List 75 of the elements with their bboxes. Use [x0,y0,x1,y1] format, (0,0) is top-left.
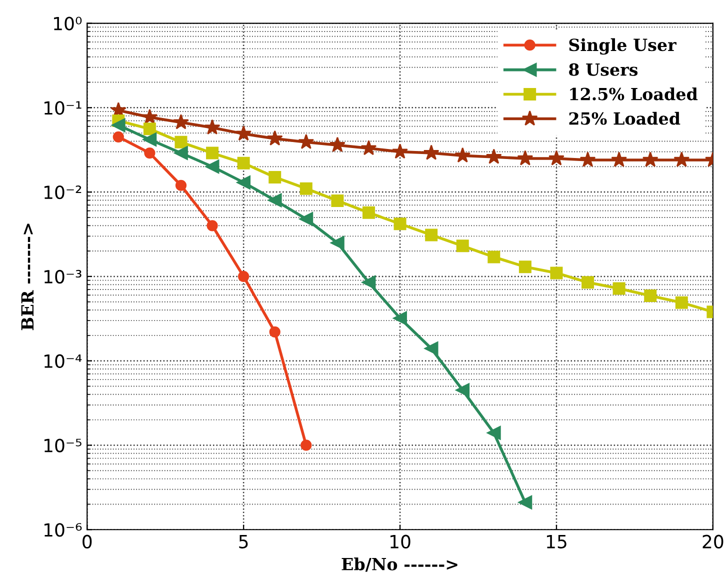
point [392,143,408,159]
point [362,206,375,219]
point [300,182,312,195]
point [268,170,282,184]
point [675,296,688,309]
point [236,176,251,190]
x-tick-label: 15 [546,535,566,548]
point [456,240,469,252]
legend-label: Single User [569,38,677,55]
point [206,220,218,232]
point [298,134,314,150]
legend-label: 8 Users [569,63,638,76]
point [518,260,532,274]
x-tick-label: 0 [82,534,92,548]
point [143,122,156,136]
y-tick-label: 10⁻⁴ [44,354,82,368]
point [486,148,502,164]
point [330,236,344,250]
point [268,193,282,208]
point [582,276,594,289]
point [580,152,596,167]
point [111,118,126,132]
point [394,218,406,230]
y-tick-label: 10⁰ [54,16,82,30]
y-tick-label: 10⁻³ [44,270,82,284]
x-axis-title: Eb/No ------> [342,558,458,572]
point [142,132,157,146]
legend-label: 25% Loaded [569,112,680,125]
point [548,150,564,166]
point [644,290,657,302]
point [237,156,250,170]
x-tick-label: 10 [390,534,410,548]
point [266,130,283,146]
point [236,125,252,141]
x-tick-label: 5 [239,535,248,548]
point [206,146,219,160]
point [611,152,628,167]
point [518,495,532,510]
point [329,136,346,152]
point [112,131,124,142]
point [488,250,500,264]
point [423,144,440,160]
point [299,212,314,226]
point [144,147,156,159]
point [674,152,690,167]
point [360,140,377,156]
point [612,282,626,295]
point [205,160,220,174]
point [174,146,188,160]
point [362,275,376,290]
point [517,150,534,166]
point [174,136,188,148]
point [331,194,344,207]
y-tick-label: 10⁻² [44,186,82,200]
x-tick-label: 20 [702,534,724,548]
point [425,228,438,242]
point [173,114,189,130]
y-tick-label: 10⁻⁵ [44,438,82,452]
y-tick-label: 10⁻¹ [44,101,82,115]
point [238,270,250,282]
point [454,147,471,163]
point [550,266,563,280]
point [269,326,280,338]
point [142,108,158,124]
point [175,180,187,191]
point [642,152,658,167]
point [393,311,407,326]
point [300,440,312,451]
legend-label: 12.5% Loaded [570,87,698,100]
point [486,426,501,440]
y-tick-label: 10⁻⁶ [44,523,82,537]
point [456,383,470,398]
point [204,119,220,135]
y-axis-title: BER -------> [21,224,34,330]
point [424,342,438,356]
